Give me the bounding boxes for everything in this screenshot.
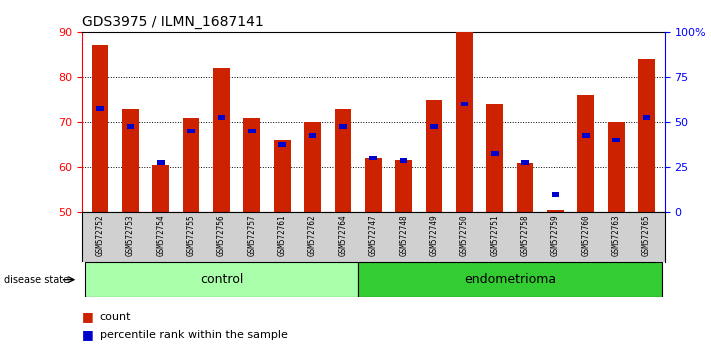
Bar: [96, 106, 104, 111]
Text: GSM572759: GSM572759: [551, 214, 560, 256]
Bar: [577, 95, 594, 212]
Bar: [309, 133, 316, 138]
Bar: [395, 160, 412, 212]
Bar: [279, 142, 286, 147]
Bar: [638, 59, 655, 212]
Bar: [339, 124, 347, 129]
Bar: [218, 115, 225, 120]
Bar: [243, 118, 260, 212]
Bar: [85, 262, 358, 297]
Bar: [547, 210, 564, 212]
Bar: [461, 102, 468, 106]
Bar: [552, 192, 560, 196]
Bar: [521, 160, 529, 165]
Bar: [122, 109, 139, 212]
Text: GSM572765: GSM572765: [642, 214, 651, 256]
Text: GSM572749: GSM572749: [429, 214, 439, 256]
Text: GSM572751: GSM572751: [491, 214, 499, 256]
Text: disease state: disease state: [4, 275, 69, 285]
Bar: [370, 156, 377, 160]
Bar: [491, 152, 498, 156]
Text: GSM572752: GSM572752: [95, 214, 105, 256]
Bar: [517, 163, 533, 212]
Bar: [183, 118, 199, 212]
Text: GSM572754: GSM572754: [156, 214, 165, 256]
Text: endometrioma: endometrioma: [464, 273, 556, 286]
Text: percentile rank within the sample: percentile rank within the sample: [100, 330, 287, 339]
Text: GSM572750: GSM572750: [460, 214, 469, 256]
Text: GSM572747: GSM572747: [369, 214, 378, 256]
Text: ■: ■: [82, 310, 94, 323]
Text: ■: ■: [82, 328, 94, 341]
Text: count: count: [100, 312, 131, 322]
Bar: [582, 133, 589, 138]
Text: GSM572762: GSM572762: [308, 214, 317, 256]
Bar: [187, 129, 195, 133]
Bar: [400, 158, 407, 163]
Bar: [248, 129, 256, 133]
Text: GSM572761: GSM572761: [278, 214, 287, 256]
Bar: [358, 262, 662, 297]
Text: GSM572748: GSM572748: [399, 214, 408, 256]
Text: GSM572763: GSM572763: [611, 214, 621, 256]
Text: control: control: [200, 273, 243, 286]
Bar: [152, 165, 169, 212]
Bar: [304, 122, 321, 212]
Text: GSM572757: GSM572757: [247, 214, 256, 256]
Text: GSM572755: GSM572755: [186, 214, 196, 256]
Bar: [486, 104, 503, 212]
Bar: [274, 140, 291, 212]
Bar: [92, 45, 108, 212]
Bar: [612, 138, 620, 142]
Bar: [335, 109, 351, 212]
Text: GDS3975 / ILMN_1687141: GDS3975 / ILMN_1687141: [82, 16, 264, 29]
Text: GSM572756: GSM572756: [217, 214, 226, 256]
Text: GSM572753: GSM572753: [126, 214, 135, 256]
Bar: [430, 124, 438, 129]
Bar: [456, 32, 473, 212]
Bar: [608, 122, 624, 212]
Text: GSM572758: GSM572758: [520, 214, 530, 256]
Text: GSM572760: GSM572760: [582, 214, 590, 256]
Bar: [127, 124, 134, 129]
Bar: [365, 158, 382, 212]
Bar: [643, 115, 651, 120]
Bar: [157, 160, 164, 165]
Bar: [213, 68, 230, 212]
Text: GSM572764: GSM572764: [338, 214, 348, 256]
Bar: [426, 99, 442, 212]
